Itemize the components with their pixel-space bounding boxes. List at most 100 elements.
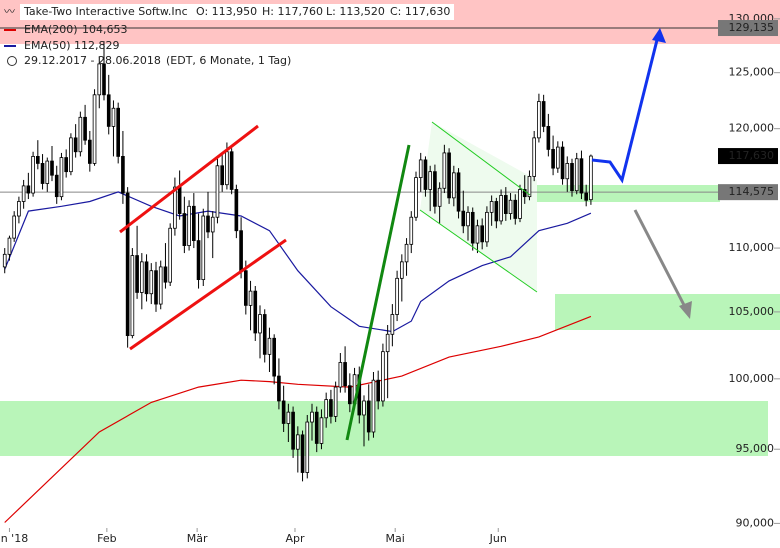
arrow-head (652, 28, 666, 43)
candle-body (518, 189, 522, 219)
candle-body (390, 314, 395, 335)
x-tick-label: Feb (97, 532, 116, 545)
candle-body (182, 213, 187, 246)
y-tick-label: 125,000 (729, 66, 775, 79)
candle-body (220, 165, 225, 186)
candle-body (125, 192, 130, 337)
ohlc-label: C: 117,630 (390, 5, 450, 18)
candle-body (135, 255, 139, 293)
candle-body (319, 417, 324, 444)
candle-body (451, 172, 456, 199)
candle-body (560, 146, 565, 180)
candle-body (584, 192, 588, 201)
candle-body (537, 101, 541, 139)
candle-body (418, 159, 423, 178)
candle-body (310, 411, 314, 423)
support-zone (0, 401, 768, 456)
candle-body (177, 186, 182, 214)
x-tick-label: Mai (386, 532, 405, 545)
candle-body (565, 163, 570, 180)
candle-body (362, 400, 366, 416)
chart-title: Take-Two Interactive Softw.Inc (23, 5, 188, 18)
candle-body (17, 201, 21, 217)
candle-body (262, 314, 267, 355)
candle-body (522, 189, 527, 198)
candle-body (83, 116, 87, 141)
trend-line (345, 144, 411, 441)
x-tick-label: Apr (285, 532, 305, 545)
candle-body (494, 201, 499, 222)
candle-body (50, 160, 54, 176)
candle-body (366, 400, 371, 433)
candle-body (404, 243, 409, 263)
candle-body (456, 172, 461, 212)
price-tag-label: 114,575 (729, 185, 775, 198)
candle-body (338, 362, 343, 388)
candle-body (111, 107, 116, 127)
candle-body (324, 399, 329, 419)
candle-body (45, 160, 50, 184)
candle-body (333, 386, 338, 417)
target-zone (555, 294, 780, 330)
candle-body (149, 270, 154, 295)
candle-body (196, 240, 201, 281)
candle-body (574, 158, 579, 192)
x-tick-label: Jan '18 (0, 532, 28, 545)
candle-body (485, 211, 489, 243)
candle-body (499, 195, 503, 222)
candle-body (329, 399, 333, 417)
candle-body (73, 137, 78, 153)
candle-body (461, 210, 466, 227)
y-tick-label: 120,000 (729, 122, 775, 135)
candle-body (314, 411, 319, 444)
y-tick-label: 95,000 (736, 442, 775, 455)
candle-body (286, 411, 291, 424)
candle-body (470, 211, 475, 244)
candle-body (551, 149, 555, 169)
x-tick-label: Jun (489, 532, 507, 545)
candle-body (556, 146, 560, 169)
legend-name: EMA(200) (24, 23, 78, 36)
candle-body (513, 199, 518, 219)
candle-body (277, 375, 281, 402)
candle-body (64, 157, 68, 173)
ohlc-label: H: 117,760 (262, 5, 323, 18)
ema-line (4, 315, 592, 523)
candle-body (428, 171, 433, 190)
price-tag (718, 20, 778, 37)
forecast-arrow (591, 39, 659, 184)
legend-value: 112,829 (74, 39, 120, 52)
pennant-line (431, 121, 531, 196)
candle-body (36, 156, 40, 164)
clock-icon (7, 56, 17, 66)
candle-body (163, 266, 168, 283)
ema-line (4, 191, 592, 333)
candle-body (305, 421, 310, 473)
candle-body (437, 187, 442, 207)
plot-area: 90,000 95,000 100,000 105,000 110,000 120,000… (0, 12, 780, 545)
candle-body (116, 107, 120, 157)
candle-body (54, 174, 59, 198)
candle-body (88, 139, 92, 164)
last-price-tag (718, 148, 778, 165)
candle-body (191, 205, 196, 242)
candle-body (503, 195, 508, 214)
forecast-arrow (633, 209, 687, 308)
candle-body (130, 255, 135, 337)
trend-line (129, 238, 287, 351)
y-tick-label: 110,000 (729, 241, 775, 254)
candle-body (69, 137, 73, 173)
candle-body (253, 290, 258, 334)
candle-body (121, 156, 125, 194)
candle-body (442, 152, 447, 189)
candle-body (106, 94, 111, 127)
candle-body (59, 157, 64, 198)
candle-body (399, 261, 404, 279)
chart-info: (EDT, 6 Monate, 1 Tag) (166, 54, 291, 67)
candle-body (371, 379, 376, 433)
candle-body (295, 434, 300, 450)
candle-body (144, 261, 149, 295)
candle-body (201, 215, 206, 281)
header-bg (20, 4, 454, 20)
